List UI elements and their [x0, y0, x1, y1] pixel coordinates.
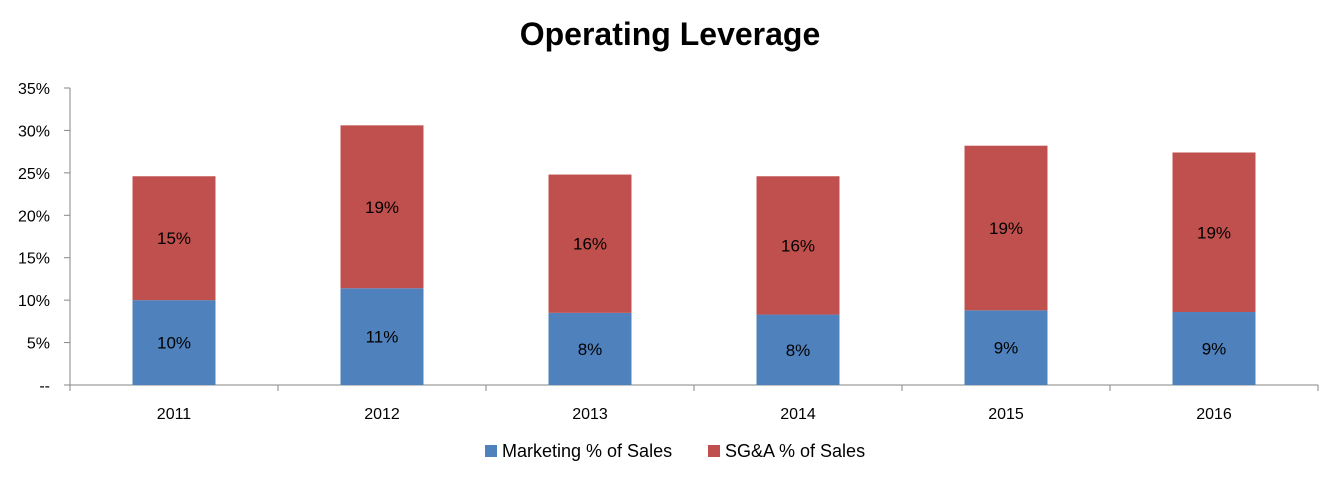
- data-label: 15%: [157, 229, 191, 248]
- x-tick-label: 2012: [364, 406, 400, 423]
- bar-marketing-2016: [1172, 312, 1256, 385]
- bar-sga-2015: [964, 145, 1048, 311]
- x-tick-label: 2011: [157, 406, 192, 423]
- bar-marketing-2011: [132, 300, 216, 385]
- data-label: 10%: [157, 334, 191, 353]
- legend-label: Marketing % of Sales: [502, 441, 672, 461]
- y-tick-label: 25%: [18, 166, 50, 183]
- data-label: 9%: [994, 339, 1019, 358]
- y-tick-label: 10%: [18, 293, 50, 310]
- bar-marketing-2015: [964, 310, 1048, 385]
- data-label: 19%: [365, 198, 399, 217]
- bars: [132, 125, 1256, 385]
- legend: Marketing % of Sales SG&A % of Sales: [485, 441, 865, 461]
- bar-sga-2014: [756, 176, 840, 315]
- bar-sga-2013: [548, 174, 632, 313]
- legend-swatch: [485, 445, 497, 457]
- data-label: 19%: [989, 219, 1023, 238]
- bar-sga-2016: [1172, 152, 1256, 313]
- data-label: 9%: [1202, 340, 1227, 359]
- axes: -- 5% 10% 15% 20% 25% 30% 35% 2011 2012 2013 2014 20…: [18, 81, 1319, 423]
- legend-label: SG&A % of Sales: [725, 441, 865, 461]
- x-tick-label: 2014: [780, 406, 816, 423]
- bar-marketing-2014: [756, 314, 840, 385]
- data-labels: 10% 15% 11% 19% 8% 16% 8% 16% 9% 19% 9% 19%: [157, 198, 1231, 360]
- bar-marketing-2012: [340, 288, 424, 385]
- x-tick-label: 2015: [988, 406, 1024, 423]
- data-label: 19%: [1197, 223, 1231, 242]
- y-tick-label: 20%: [18, 208, 50, 225]
- bar-marketing-2013: [548, 312, 632, 385]
- data-label: 8%: [786, 341, 811, 360]
- y-tick-label: 30%: [18, 123, 50, 140]
- chart-title: Operating Leverage: [519, 16, 821, 52]
- bar-sga-2012: [340, 125, 424, 289]
- y-tick-label: --: [39, 378, 50, 395]
- data-label: 11%: [366, 328, 399, 347]
- data-label: 16%: [781, 236, 815, 255]
- x-tick-label: 2013: [572, 406, 608, 423]
- y-tick-label: 15%: [18, 251, 50, 268]
- legend-swatch: [708, 445, 720, 457]
- bar-sga-2011: [132, 176, 216, 301]
- data-label: 8%: [578, 340, 603, 359]
- y-tick-label: 35%: [18, 81, 50, 98]
- y-tick-label: 5%: [27, 336, 50, 353]
- data-label: 16%: [573, 235, 607, 254]
- x-tick-label: 2016: [1196, 406, 1232, 423]
